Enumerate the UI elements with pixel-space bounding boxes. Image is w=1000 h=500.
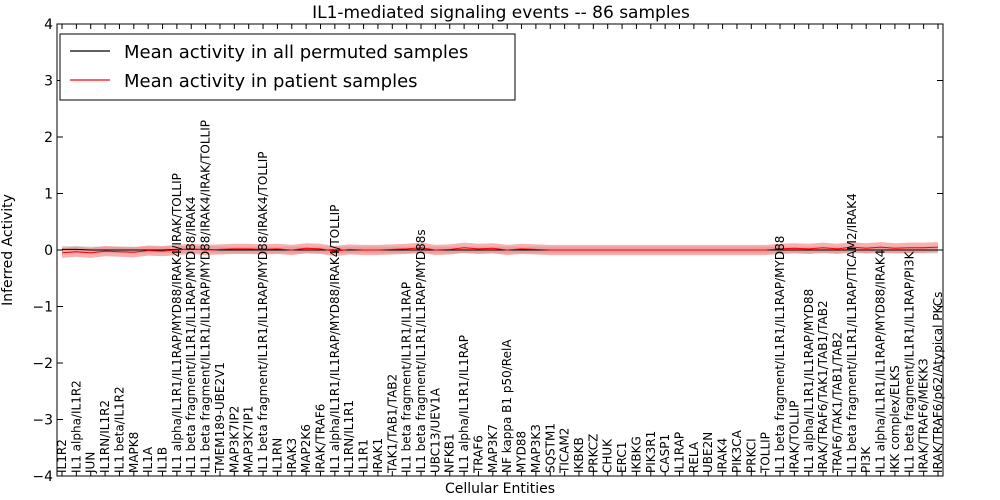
x-axis-label: Cellular Entities — [445, 481, 555, 497]
x-tick-label: TMEM189-UBE2V1 — [213, 362, 227, 474]
x-tick-label: IL1 alpha/IL1R2 — [69, 380, 83, 473]
x-tick-label: IL1R2 — [55, 439, 69, 473]
x-tick-label: IRAK3 — [285, 438, 299, 473]
x-tick-label: IL1R1 — [357, 439, 371, 473]
legend-label-patient: Mean activity in patient samples — [124, 71, 418, 92]
x-tick-label: IRAK/TRAF6/p62/Atypical PKCs — [931, 292, 945, 473]
x-tick-label: IRAK/TOLLIP — [787, 401, 801, 473]
x-tick-label: SQSTM1 — [543, 423, 557, 473]
x-tick-label: PIK3CA — [730, 429, 744, 473]
x-tick-label: NFKB1 — [443, 433, 457, 473]
x-tick-label: ERC1 — [615, 442, 629, 473]
y-axis-label: Inferred Activity — [0, 194, 16, 306]
x-tick-label: PIK3R1 — [644, 431, 658, 473]
y-tick-label: −1 — [32, 300, 53, 316]
x-tick-label: TRAF6/TAK1/TAB1/TAB2 — [830, 332, 844, 474]
x-tick-label: MYD88 — [515, 431, 529, 473]
y-tick-label: 3 — [44, 74, 53, 90]
x-tick-label: IKK complex/ELKS — [888, 365, 902, 473]
x-tick-label: IL1 beta fragment/IL1R1/IL1RAP/MYD88 — [773, 236, 787, 473]
y-tick-label: −2 — [32, 356, 53, 372]
x-tick-label: MAPK8 — [127, 432, 141, 473]
x-tick-label: IL1 alpha/IL1R1/IL1RAP — [457, 335, 471, 473]
x-tick-label: IL1 beta fragment/IL1R1/IL1RAP/TICAM2/IR… — [845, 193, 859, 473]
x-tick-label: TRAF6 — [471, 435, 485, 474]
y-tick-label: −3 — [32, 413, 53, 429]
x-tick-label: UBE2N — [701, 432, 715, 473]
x-tick-label: IRAK/TRAF6 — [313, 404, 327, 473]
x-tick-label: IL1RN/IL1R2 — [98, 400, 112, 473]
x-tick-label: IRAK4 — [716, 438, 730, 473]
x-tick-label: CASP1 — [658, 434, 672, 473]
x-tick-label: CHUK — [601, 438, 615, 473]
x-tick-label: IL1RAP — [673, 432, 687, 473]
x-tick-label: IRAK/TRAF6/MEKK3 — [917, 358, 931, 473]
x-tick-label: NF kappa B1 p50/RelA — [500, 339, 514, 473]
x-tick-label: TAK1/TAB1/TAB2 — [385, 374, 399, 474]
x-tick-label: IL1 beta/IL1R2 — [112, 386, 126, 473]
line-patient — [61, 246, 939, 254]
x-tick-label: MAP2K6 — [299, 424, 313, 473]
x-tick-label: IL1 beta fragment/IL1R1/IL1RAP/MYD88/IRA… — [184, 196, 198, 473]
y-tick-label: 2 — [44, 130, 53, 146]
y-tick-label: 0 — [44, 243, 53, 259]
x-tick-label: IL1RN/IL1R1 — [342, 400, 356, 473]
x-tick-label: IRAK1 — [371, 438, 385, 473]
y-tick-label: −4 — [32, 469, 53, 485]
x-tick-label: IL1 alpha/IL1R1/IL1RAP/MYD88 — [802, 289, 816, 473]
x-tick-label: IKBKB — [572, 437, 586, 473]
x-tick-label: IL1 beta fragment/IL1R1/IL1RAP/MYD88/IRA… — [199, 120, 213, 473]
x-tick-label: IL1B — [156, 447, 170, 473]
x-tick-label: IRAK/TRAF6/TAK1/TAB1/TAB2 — [816, 300, 830, 473]
x-tick-label: MAP3K7 — [486, 424, 500, 473]
x-tick-label: IL1 alpha/IL1R1/IL1RAP/MYD88/IRAK4/TOLLI… — [328, 205, 342, 473]
y-tick-label: 1 — [44, 187, 53, 203]
x-tick-label: IL1A — [141, 446, 155, 473]
x-tick-label: TICAM2 — [558, 428, 572, 474]
x-tick-label: PI3K — [859, 446, 873, 473]
x-tick-label: IKBKG — [629, 436, 643, 473]
legend: Mean activity in all permuted samples Me… — [59, 33, 516, 101]
legend-label-permuted: Mean activity in all permuted samples — [124, 42, 468, 63]
x-tick-label: IL1 alpha/IL1R1/IL1RAP/MYD88/IRAK4 — [874, 250, 888, 473]
x-tick-label: MAP3K3 — [529, 424, 543, 473]
x-tick-label: UBC13/UEV1A — [428, 387, 442, 473]
x-tick-label: IL1 beta fragment/IL1R1/IL1RAP/MYD88/IRA… — [256, 152, 270, 473]
x-tick-label: PRKCI — [744, 438, 758, 473]
x-tick-label: PRKCZ — [586, 434, 600, 473]
x-tick-label: IL1RN — [270, 438, 284, 473]
x-tick-label: MAP3K7IP1 — [242, 406, 256, 473]
x-tick-label: TOLLIP — [759, 432, 773, 474]
x-tick-label: MAP3K7IP2 — [227, 406, 241, 473]
x-tick-label: JUN — [84, 452, 98, 474]
x-tick-label: IL1 beta fragment/IL1R1/IL1RAP — [400, 282, 414, 473]
x-tick-label: IL1 beta fragment/IL1R1/IL1RAP/PI3K — [902, 250, 916, 473]
x-tick-label: RELA — [687, 441, 701, 473]
chart-title: IL1-mediated signaling events -- 86 samp… — [312, 3, 690, 23]
x-tick-label: IL1 alpha/IL1R1/IL1RAP/MYD88/IRAK4/IRAK/… — [170, 173, 184, 473]
x-tick-label: IL1 beta fragment/IL1R1/IL1RAP/MYD88s — [414, 229, 428, 473]
legend-box — [59, 33, 516, 101]
y-tick-label: 4 — [44, 17, 53, 33]
